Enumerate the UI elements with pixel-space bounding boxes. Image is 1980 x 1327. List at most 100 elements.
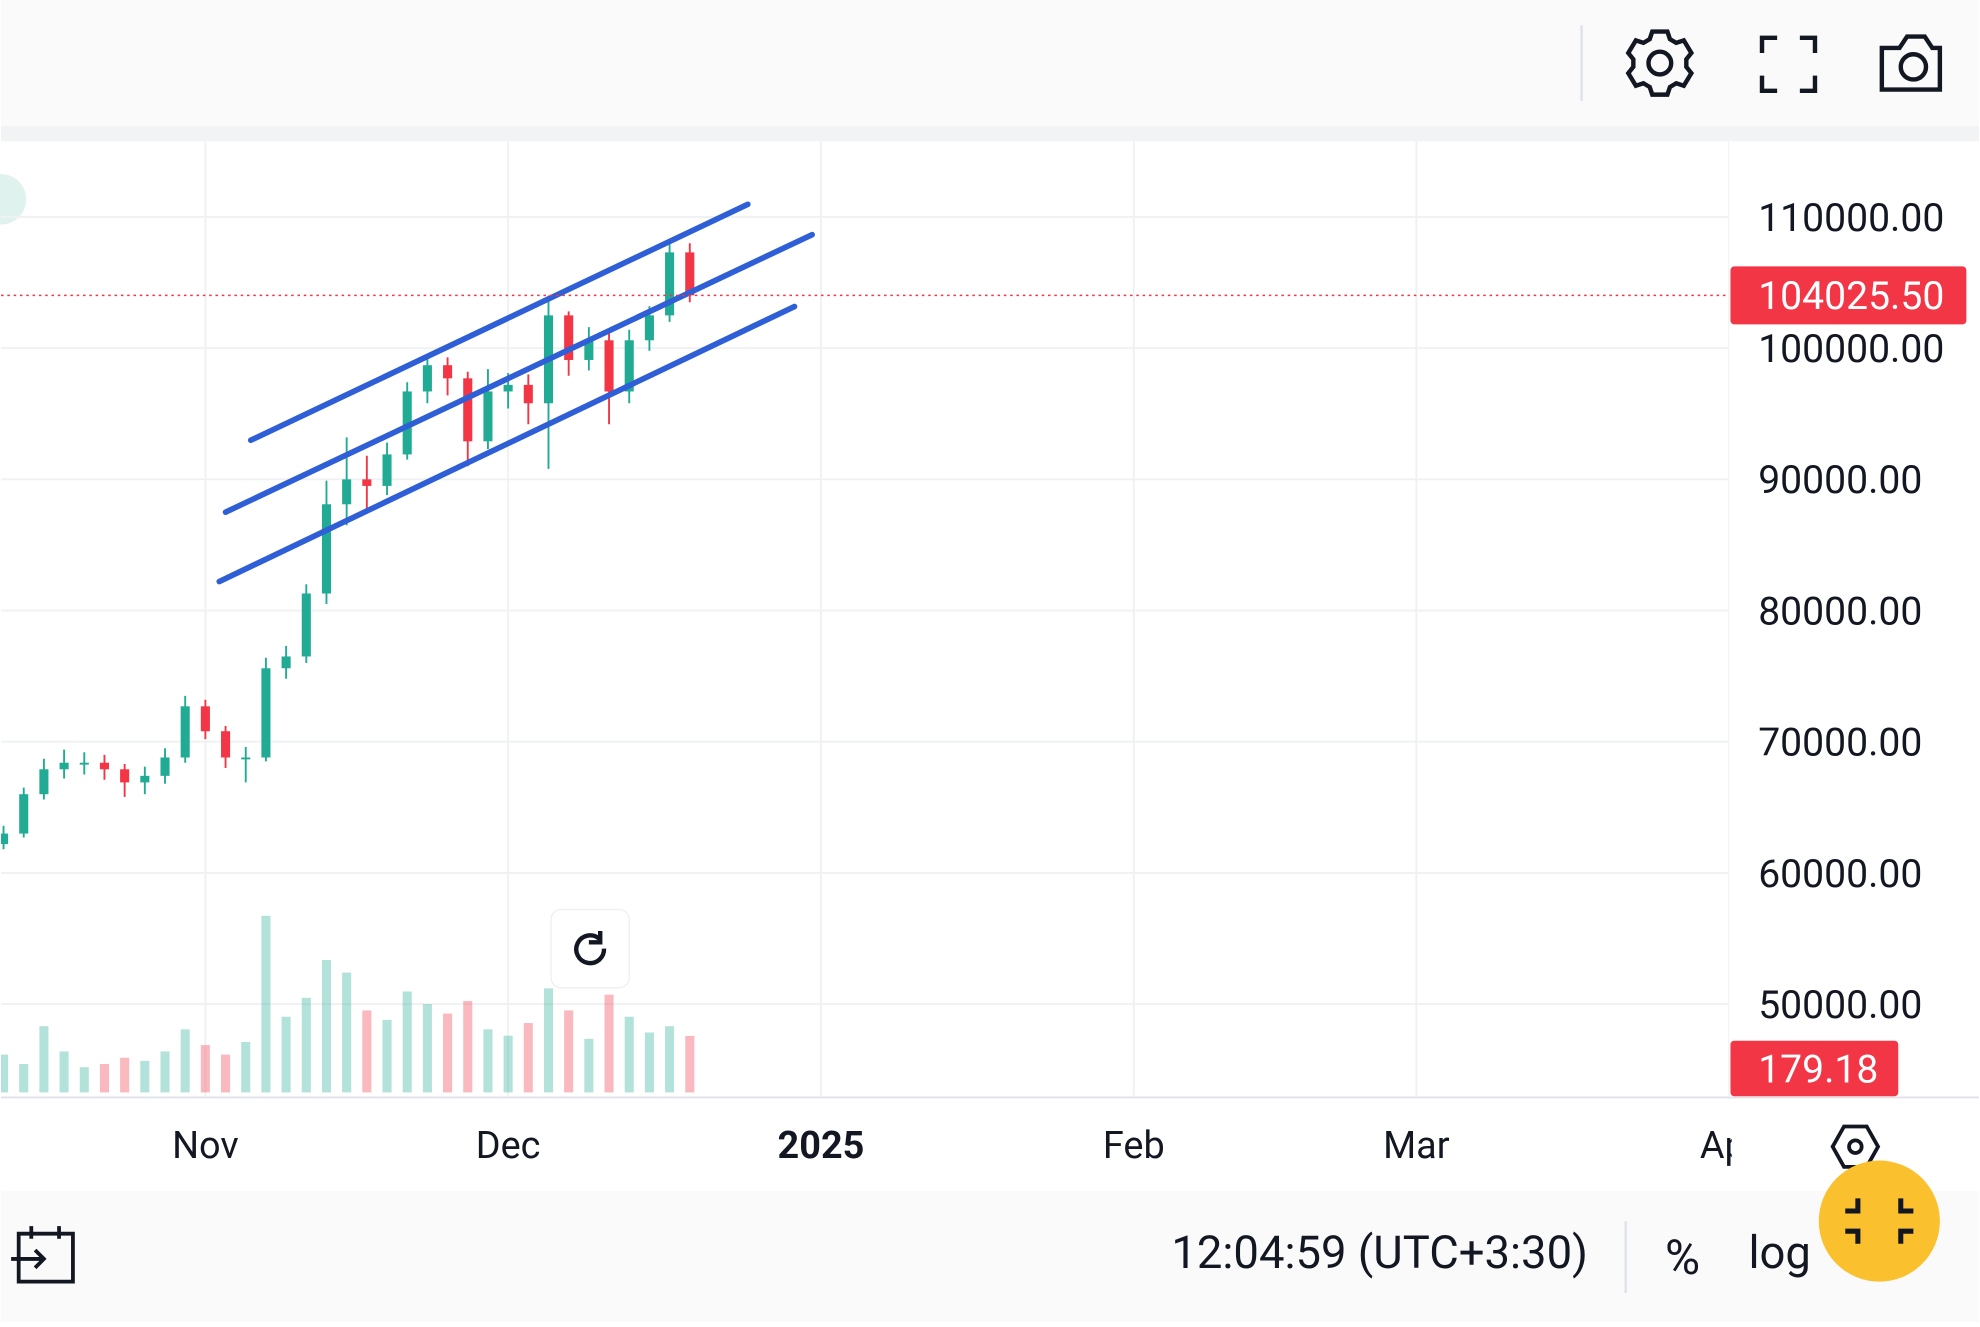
- candle-body: [120, 769, 130, 783]
- volume-bar: [665, 1026, 675, 1093]
- candle-body: [604, 340, 614, 392]
- volume-bar: [443, 1013, 453, 1093]
- candle-body: [261, 668, 271, 758]
- candle-body: [483, 391, 493, 442]
- volume-bar: [200, 1045, 210, 1093]
- candle-body: [463, 378, 473, 442]
- bottom-toolbar: [1, 1190, 1979, 1322]
- volume-bar: [564, 1010, 574, 1093]
- last-volume-label: 179.18: [1758, 1046, 1878, 1092]
- clock[interactable]: 12:04:59 (UTC+3:30): [1171, 1227, 1588, 1280]
- candle-body: [564, 315, 574, 360]
- date-range-button[interactable]: [11, 1226, 75, 1284]
- volume-bar: [624, 1016, 634, 1093]
- candle-body: [422, 365, 432, 392]
- volume-bar: [160, 1051, 170, 1093]
- candle-body: [443, 365, 453, 379]
- volume-bar: [301, 997, 311, 1093]
- y-tick-label: 110000.00: [1758, 195, 1944, 241]
- candle-body: [503, 384, 513, 392]
- candle-body: [39, 769, 49, 795]
- volume-bar: [140, 1060, 150, 1093]
- volume-bar: [382, 1019, 392, 1093]
- candle-body: [402, 391, 412, 455]
- x-tick-label: Apr: [1700, 1124, 1759, 1168]
- volume-bar: [99, 1064, 110, 1093]
- candle-body: [200, 706, 210, 732]
- y-tick-label: 90000.00: [1758, 457, 1922, 503]
- x-tick-label: 2025: [778, 1124, 865, 1168]
- settings-button[interactable]: [1625, 29, 1695, 97]
- volume-bar: [523, 1023, 533, 1093]
- candle-body: [180, 706, 190, 758]
- volume-bar: [584, 1038, 594, 1093]
- candle-body: [221, 731, 231, 758]
- volume-bar: [1, 1054, 9, 1093]
- volume-bar: [543, 988, 554, 1093]
- y-tick-label: 60000.00: [1758, 851, 1922, 897]
- volume-bar: [79, 1067, 89, 1093]
- volume-bar: [19, 1064, 29, 1093]
- volume-bar: [483, 1029, 493, 1093]
- log-button[interactable]: log: [1748, 1227, 1810, 1280]
- volume-bar: [180, 1029, 190, 1093]
- volume-bar: [321, 959, 332, 1093]
- candle-body: [624, 340, 634, 392]
- last-volume-box: [1730, 1040, 1899, 1097]
- volume-bar: [644, 1032, 654, 1093]
- x-tick-label: Feb: [1103, 1124, 1165, 1168]
- volume-bar: [503, 1035, 513, 1093]
- x-tick-label: Mar: [1383, 1124, 1450, 1168]
- y-tick-label: 70000.00: [1758, 720, 1922, 766]
- candle-body: [685, 252, 695, 296]
- candle-body: [19, 794, 29, 834]
- volume-bar: [221, 1054, 231, 1093]
- indicator-badge[interactable]: [0, 174, 27, 225]
- y-tick-label: 100000.00: [1758, 326, 1944, 372]
- candle-body: [301, 593, 311, 657]
- y-tick-label: 50000.00: [1758, 982, 1922, 1028]
- last-price-label: 104025.50: [1758, 273, 1944, 319]
- top-toolbar: [1, 0, 1979, 127]
- volume-bar: [241, 1041, 251, 1093]
- volume-bar: [39, 1026, 49, 1093]
- candle-body: [59, 762, 69, 770]
- volume-bar: [120, 1057, 130, 1093]
- candle-body: [362, 479, 372, 486]
- candle-body: [140, 775, 150, 783]
- volume-bar: [362, 1010, 372, 1093]
- axis-settings-button[interactable]: [1830, 1124, 1881, 1169]
- volume-bar: [59, 1051, 69, 1093]
- candle-body: [160, 757, 170, 776]
- candle-body: [523, 384, 533, 404]
- candle-body: [644, 315, 654, 341]
- x-tick-label: Dec: [476, 1124, 541, 1168]
- candle-body: [1, 833, 9, 845]
- candle-body: [342, 479, 352, 505]
- volume-bar: [261, 915, 271, 1093]
- volume-bar: [463, 1000, 473, 1093]
- separator: [1, 126, 1979, 142]
- volume-bar: [402, 991, 412, 1093]
- candle-body: [79, 762, 89, 765]
- candle-body: [241, 757, 251, 760]
- volume-bar: [685, 1035, 695, 1093]
- y-tick-label: 80000.00: [1758, 588, 1922, 634]
- volume-bar: [604, 994, 614, 1093]
- candle-body: [321, 504, 332, 594]
- candle-body: [99, 762, 110, 770]
- candle-body: [665, 252, 675, 316]
- last-price-box: [1730, 266, 1967, 325]
- screenshot-button[interactable]: [1879, 34, 1943, 92]
- reset-button[interactable]: [550, 908, 630, 989]
- percent-button[interactable]: %: [1665, 1230, 1700, 1286]
- channel-drawing[interactable]: [216, 201, 815, 585]
- candle-body: [584, 340, 594, 360]
- x-tick-label: Nov: [172, 1124, 239, 1168]
- exit-fullscreen-fab[interactable]: [1818, 1160, 1940, 1282]
- candle-body: [382, 454, 392, 486]
- volume-bar: [422, 1004, 432, 1093]
- fullscreen-button[interactable]: [1759, 35, 1818, 94]
